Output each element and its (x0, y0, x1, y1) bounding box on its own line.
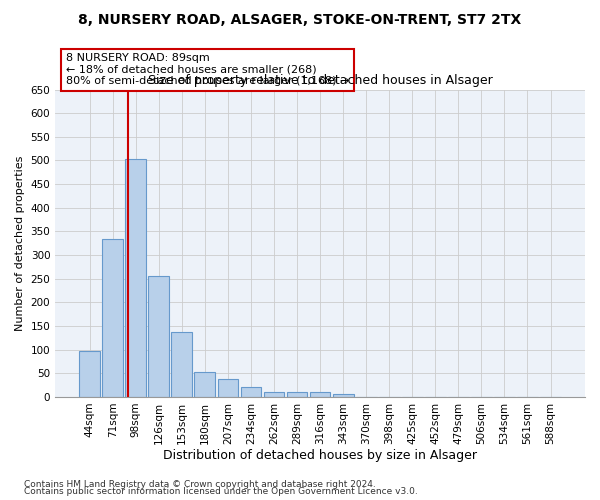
Bar (79, 351, 100, 397)
Text: 8, NURSERY ROAD, ALSAGER, STOKE-ON-TRENT, ST7 2TX: 8, NURSERY ROAD, ALSAGER, STOKE-ON-TRENT… (79, 12, 521, 26)
Bar (241, 387, 262, 397)
X-axis label: Distribution of detached houses by size in Alsager: Distribution of detached houses by size … (163, 450, 477, 462)
Text: Contains HM Land Registry data © Crown copyright and database right 2024.: Contains HM Land Registry data © Crown c… (24, 480, 376, 489)
Bar (194, 372, 215, 397)
Bar (102, 240, 123, 397)
Bar (218, 380, 238, 397)
Bar (333, 394, 353, 397)
Y-axis label: Number of detached properties: Number of detached properties (15, 156, 25, 331)
Text: 8 NURSERY ROAD: 89sqm
← 18% of detached houses are smaller (268)
80% of semi-det: 8 NURSERY ROAD: 89sqm ← 18% of detached … (66, 54, 349, 86)
Title: Size of property relative to detached houses in Alsager: Size of property relative to detached ho… (148, 74, 493, 87)
Bar (148, 276, 169, 397)
Bar (125, 159, 146, 397)
Bar (172, 332, 192, 397)
Bar (310, 392, 331, 397)
Text: Contains public sector information licensed under the Open Government Licence v3: Contains public sector information licen… (24, 487, 418, 496)
Bar (287, 392, 307, 397)
Bar (263, 392, 284, 397)
